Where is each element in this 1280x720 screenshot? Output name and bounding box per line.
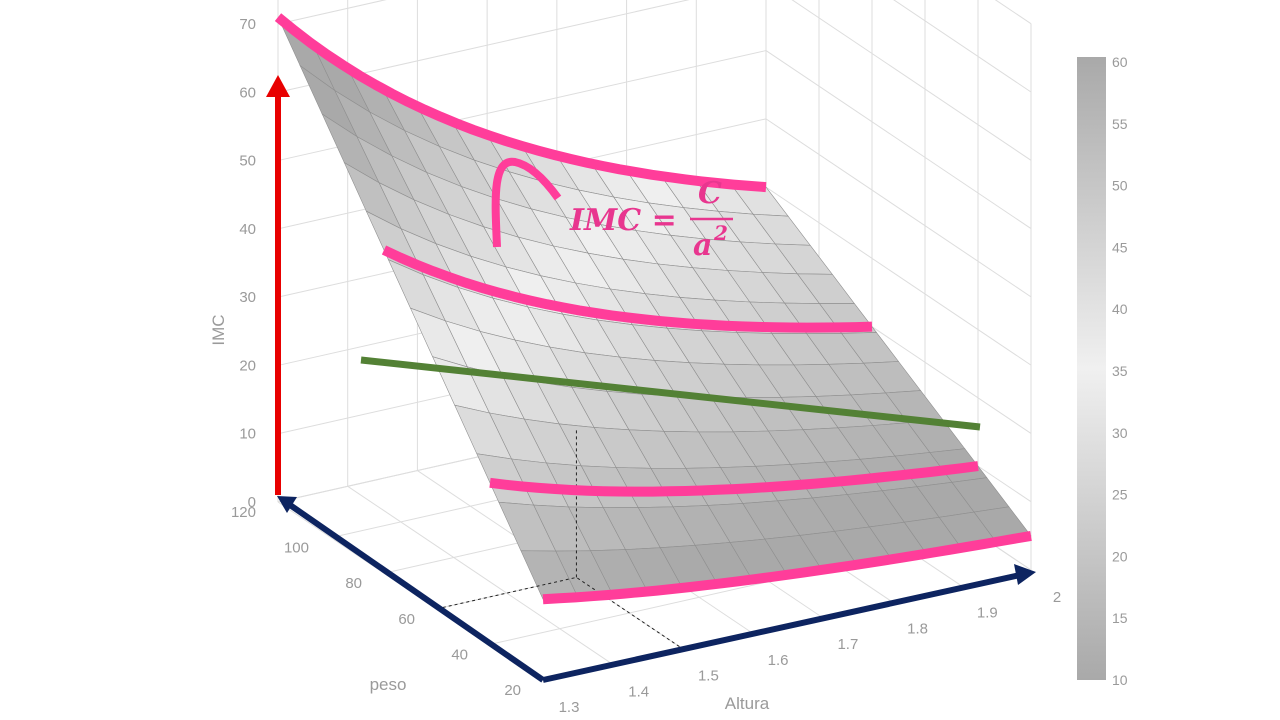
colorbar-tick-label: 40 (1112, 301, 1128, 317)
colorbar: 10 15 20 25 30 35 40 45 50 55 60 (1077, 54, 1128, 688)
z-tick-label: 70 (239, 16, 256, 33)
y-axis-arrow-shaft (288, 502, 545, 683)
x-tick-label: 2 (1053, 589, 1061, 606)
floor-guide-line (436, 576, 683, 650)
floor-grid-line (347, 485, 613, 665)
side-wall-grid-line (791, 0, 1032, 161)
colorbar-tick-label: 10 (1112, 672, 1128, 688)
colorbar-tick-label: 35 (1112, 363, 1128, 379)
formula-numerator: C (698, 176, 722, 211)
highlight-curve-peso-40 (489, 461, 979, 497)
axis-arrows (266, 75, 1036, 683)
colorbar-tick-label: 15 (1112, 610, 1128, 626)
formula-hook (491, 157, 562, 248)
z-tick-label: 30 (239, 289, 256, 306)
side-wall-grid-line (893, 0, 1032, 93)
y-tick-label: 60 (398, 611, 415, 628)
x-axis-arrow-head (1014, 564, 1036, 585)
side-wall-grid-line (765, 50, 1032, 229)
side-wall-grid-line (765, 118, 1032, 298)
y-axis-label: peso (370, 675, 407, 694)
formula-denominator: a (693, 228, 712, 263)
x-axis-arrow-shaft (542, 572, 1021, 683)
x-tick-label: 1.7 (837, 636, 858, 653)
z-axis-label: IMC (209, 314, 228, 345)
z-axis-arrow-head (266, 75, 290, 97)
projection-guides (436, 428, 683, 650)
trend-line (360, 356, 981, 431)
z-tick-label: 10 (239, 426, 256, 443)
colorbar-tick-label: 45 (1112, 239, 1128, 255)
colorbar-tick-label: 55 (1112, 116, 1128, 132)
formula-annotation: IMC = C a 2 (491, 157, 733, 263)
y-tick-label: 120 (231, 504, 256, 521)
z-tick-label: 40 (239, 221, 256, 238)
highlight-curve-peso-120 (274, 13, 767, 193)
x-tick-label: 1.3 (559, 699, 580, 716)
y-axis-arrow-head (277, 496, 297, 513)
y-tick-label: 40 (451, 646, 468, 663)
overlay-curves (274, 13, 1032, 605)
colorbar-tick-label: 25 (1112, 487, 1128, 503)
x-axis-label: Altura (725, 694, 770, 713)
x-tick-label: 1.4 (628, 683, 649, 700)
formula-lhs: IMC = (569, 203, 677, 238)
colorbar-tick-label: 20 (1112, 548, 1128, 564)
z-tick-label: 0 (248, 494, 256, 511)
y-tick-label: 80 (345, 575, 362, 592)
colorbar-tick-label: 50 (1112, 178, 1128, 194)
x-tick-label: 1.9 (977, 605, 998, 622)
highlight-curve-peso-20 (542, 530, 1032, 605)
z-tick-label: 20 (239, 357, 256, 374)
x-tick-label: 1.8 (907, 620, 928, 637)
x-tick-label: 1.6 (768, 652, 789, 669)
z-tick-label: 50 (239, 153, 256, 170)
side-wall-grid-line (765, 186, 1032, 366)
colorbar-tick-label: 30 (1112, 425, 1128, 441)
formula-exponent: 2 (713, 221, 728, 245)
y-tick-label: 20 (504, 682, 521, 699)
colorbar-tick-label: 60 (1112, 54, 1128, 70)
highlight-curve-peso-80 (381, 245, 873, 333)
colorbar-gradient (1077, 57, 1106, 680)
y-tick-label: 100 (284, 540, 309, 557)
imc-surface (277, 16, 1032, 600)
back-wall-grid-line (277, 0, 387, 25)
x-tick-label: 1.5 (698, 668, 719, 685)
z-tick-label: 60 (239, 84, 256, 101)
